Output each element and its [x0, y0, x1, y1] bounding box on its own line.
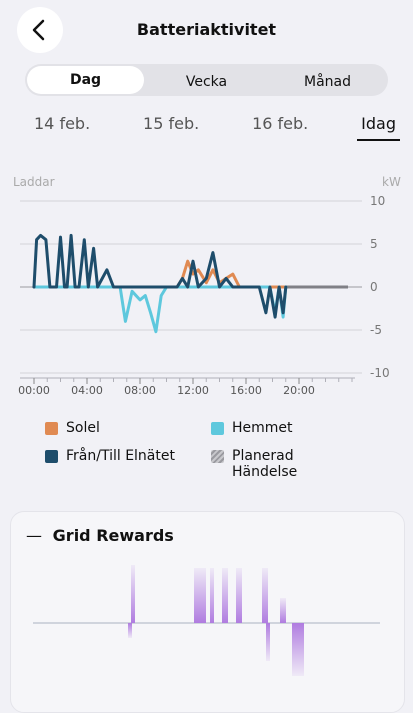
date-tab[interactable]: 14 feb.	[34, 114, 91, 133]
x-tick-label: 20:00	[283, 384, 315, 397]
date-tab[interactable]: Idag	[357, 112, 400, 141]
rewards-chart	[33, 565, 380, 676]
legend-item: Hemmet	[211, 420, 371, 436]
legend-label: Planerad Händelse	[232, 448, 298, 480]
unit-label: kW	[382, 175, 401, 189]
date-tab[interactable]: 15 feb.	[143, 114, 200, 133]
tab[interactable]: Dag	[27, 66, 144, 94]
series-line	[32, 233, 288, 319]
y-tick-label: -10	[370, 366, 390, 380]
x-tick-label: 04:00	[71, 384, 103, 397]
series-line	[32, 259, 288, 289]
y-axis-label: Laddar	[13, 175, 55, 189]
tab[interactable]: Vecka	[185, 74, 228, 90]
tab-bar: Dag Vecka Månad	[25, 64, 388, 96]
chart: Laddar kW -10 -5 0 5 10 00:00 04:00 08:00 12:00 1…	[13, 175, 401, 397]
y-tick-label: -5	[370, 323, 382, 337]
y-tick-label: 5	[370, 237, 378, 251]
rewards-bars	[131, 565, 286, 623]
x-tick-label: 12:00	[177, 384, 209, 397]
legend-swatch	[211, 422, 224, 435]
x-tick-label: 00:00	[18, 384, 50, 397]
tab[interactable]: Månad	[304, 74, 351, 90]
rewards-bar	[266, 623, 270, 661]
x-tick-label: 08:00	[124, 384, 156, 397]
back-button[interactable]	[17, 7, 63, 53]
legend-item: Planerad Händelse	[211, 448, 371, 480]
back-icon	[32, 19, 45, 41]
rewards-bar	[128, 623, 132, 638]
legend: Solel Hemmet Från/Till Elnätet Planerad Hän…	[45, 420, 375, 480]
date-row: 14 feb. 15 feb. 16 feb. Idag	[30, 112, 400, 141]
x-tick-label: 16:00	[230, 384, 262, 397]
legend-swatch	[45, 450, 58, 463]
date-tab[interactable]: 16 feb.	[252, 114, 309, 133]
legend-label: Solel	[66, 420, 100, 436]
series-line	[32, 285, 288, 334]
page-title: Batteriaktivitet	[136, 20, 277, 39]
legend-swatch	[45, 422, 58, 435]
legend-item: Från/Till Elnätet	[45, 448, 211, 480]
legend-item: Solel	[45, 420, 211, 436]
rewards-bar	[292, 623, 304, 676]
legend-label: Hemmet	[232, 420, 293, 436]
legend-label: Från/Till Elnätet	[66, 448, 175, 464]
y-tick-label: 10	[370, 194, 385, 208]
rewards-title-text: Grid Rewards	[52, 526, 174, 545]
y-tick-label: 0	[370, 280, 378, 294]
legend-swatch	[211, 450, 224, 463]
rewards-title[interactable]: — Grid Rewards	[26, 526, 174, 545]
